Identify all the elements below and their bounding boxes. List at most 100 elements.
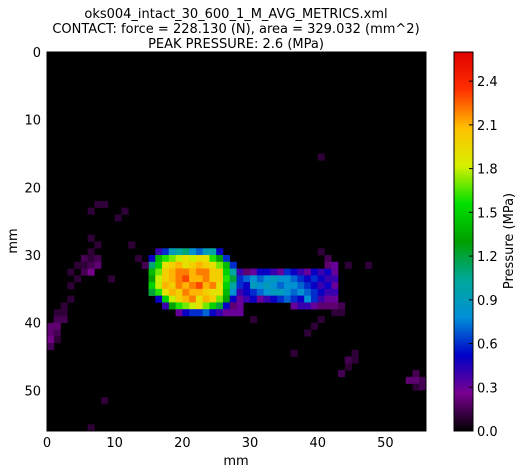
heatmap-cell: [47, 343, 55, 351]
heatmap-cell: [195, 268, 203, 276]
x-tick-label: 30: [242, 436, 259, 451]
heatmap-cell: [331, 268, 339, 276]
heatmap-cell: [277, 295, 285, 303]
heatmap-background: [47, 52, 426, 431]
x-tick-label: 50: [377, 436, 394, 451]
heatmap-cell: [94, 255, 102, 263]
heatmap-cell: [277, 288, 285, 296]
heatmap-cell: [67, 282, 75, 290]
heatmap-cell: [155, 295, 163, 303]
heatmap-cell: [250, 315, 258, 324]
heatmap-cell: [290, 288, 298, 296]
heatmap-cell: [331, 302, 339, 310]
heatmap-cell: [304, 282, 312, 290]
heatmap-cell: [263, 295, 271, 303]
heatmap-cell: [94, 200, 102, 208]
heatmap-cell: [216, 295, 224, 303]
heatmap-cell: [216, 282, 224, 290]
heatmap-cell: [236, 309, 244, 317]
heatmap-cell: [243, 295, 251, 303]
heatmap-cell: [243, 275, 251, 283]
heatmap-cell: [175, 268, 183, 276]
heatmap-cell: [222, 282, 231, 290]
heatmap-cell: [317, 288, 325, 296]
heatmap-cell: [94, 261, 102, 269]
heatmap-cell: [216, 248, 224, 256]
heatmap-cell: [270, 295, 278, 303]
heatmap-cell: [182, 261, 190, 269]
heatmap-cell: [148, 288, 156, 296]
heatmap-cell: [168, 255, 176, 263]
y-tick-label: 50: [24, 384, 41, 399]
heatmap-cell: [189, 309, 197, 317]
heatmap-cell: [162, 255, 170, 263]
heatmap-cell: [80, 261, 88, 269]
heatmap-cell: [155, 268, 163, 276]
colorbar: 0.0 0.3 0.6 0.9 1.2 1.5 1.8 2.1 2.4 Pressure (MP…: [453, 51, 517, 440]
heatmap-cell: [47, 322, 55, 330]
heatmap-cell: [236, 288, 244, 296]
heatmap-cell: [310, 322, 319, 330]
heatmap-cell: [250, 268, 258, 276]
heatmap-cell: [47, 336, 55, 344]
heatmap-cell: [317, 302, 325, 310]
heatmap-cell: [195, 295, 203, 303]
heatmap-cell: [412, 383, 420, 391]
heatmap-cell: [202, 288, 210, 296]
x-axis-label: mm: [223, 454, 248, 469]
heatmap-cell: [250, 275, 258, 283]
heatmap-cell: [297, 268, 305, 276]
heatmap-cell: [87, 255, 95, 263]
heatmap-cell: [310, 288, 319, 296]
heatmap-cell: [168, 302, 176, 310]
heatmap-cell: [236, 282, 244, 290]
heatmap-cell: [195, 275, 203, 283]
heatmap-cell: [148, 261, 156, 269]
heatmap-cell: [209, 255, 217, 263]
heatmap-cell: [324, 261, 332, 269]
heatmap-cell: [189, 282, 197, 290]
heatmap-cell: [47, 329, 55, 337]
heatmap-cell: [53, 322, 61, 330]
heatmap-cell: [189, 275, 197, 283]
y-tick-label: 30: [24, 249, 41, 264]
heatmap-cell: [310, 282, 319, 290]
heatmap-cell: [195, 302, 203, 310]
heatmap-cell: [209, 295, 217, 303]
heatmap-cell: [324, 275, 332, 283]
heatmap-cell: [209, 302, 217, 310]
heatmap-cell: [297, 282, 305, 290]
heatmap-cell: [270, 282, 278, 290]
heatmap-cell: [216, 309, 224, 317]
heatmap-cell: [419, 383, 427, 391]
heatmap-cell: [87, 248, 95, 256]
heatmap-cell: [344, 363, 352, 371]
heatmap-cell: [148, 282, 156, 290]
heatmap-cell: [162, 268, 170, 276]
colorbar-tick-label: 0.0: [477, 425, 498, 440]
chart-title-line-2: CONTACT: force = 228.130 (N), area = 329…: [52, 22, 419, 37]
heatmap-cell: [195, 288, 203, 296]
heatmap-cell: [168, 295, 176, 303]
heatmap-cell: [175, 309, 183, 317]
heatmap-cell: [202, 302, 210, 310]
heatmap-cell: [290, 268, 298, 276]
heatmap-cell: [175, 282, 183, 290]
heatmap-cell: [162, 282, 170, 290]
heatmap-cell: [87, 424, 95, 432]
colorbar-tick-label: 1.8: [477, 163, 498, 178]
heatmap-cell: [317, 315, 325, 324]
x-axis: 0 10 20 30 40 50: [43, 52, 394, 451]
heatmap-cell: [338, 370, 346, 378]
heatmap-cell: [202, 295, 210, 303]
y-axis-label: mm: [6, 228, 21, 253]
heatmap-cell: [270, 275, 278, 283]
heatmap-cell: [107, 275, 115, 283]
heatmap-cell: [182, 309, 190, 317]
heatmap-cell: [189, 302, 197, 310]
heatmap-cell: [155, 288, 163, 296]
heatmap-cell: [290, 275, 298, 283]
x-tick-label: 10: [106, 436, 123, 451]
heatmap-cell: [324, 282, 332, 290]
colorbar-gradient: [453, 51, 474, 432]
